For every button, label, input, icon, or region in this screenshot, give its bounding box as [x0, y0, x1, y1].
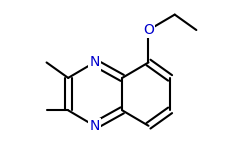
Text: N: N	[89, 119, 100, 133]
Text: N: N	[89, 56, 100, 69]
Text: O: O	[143, 23, 154, 37]
